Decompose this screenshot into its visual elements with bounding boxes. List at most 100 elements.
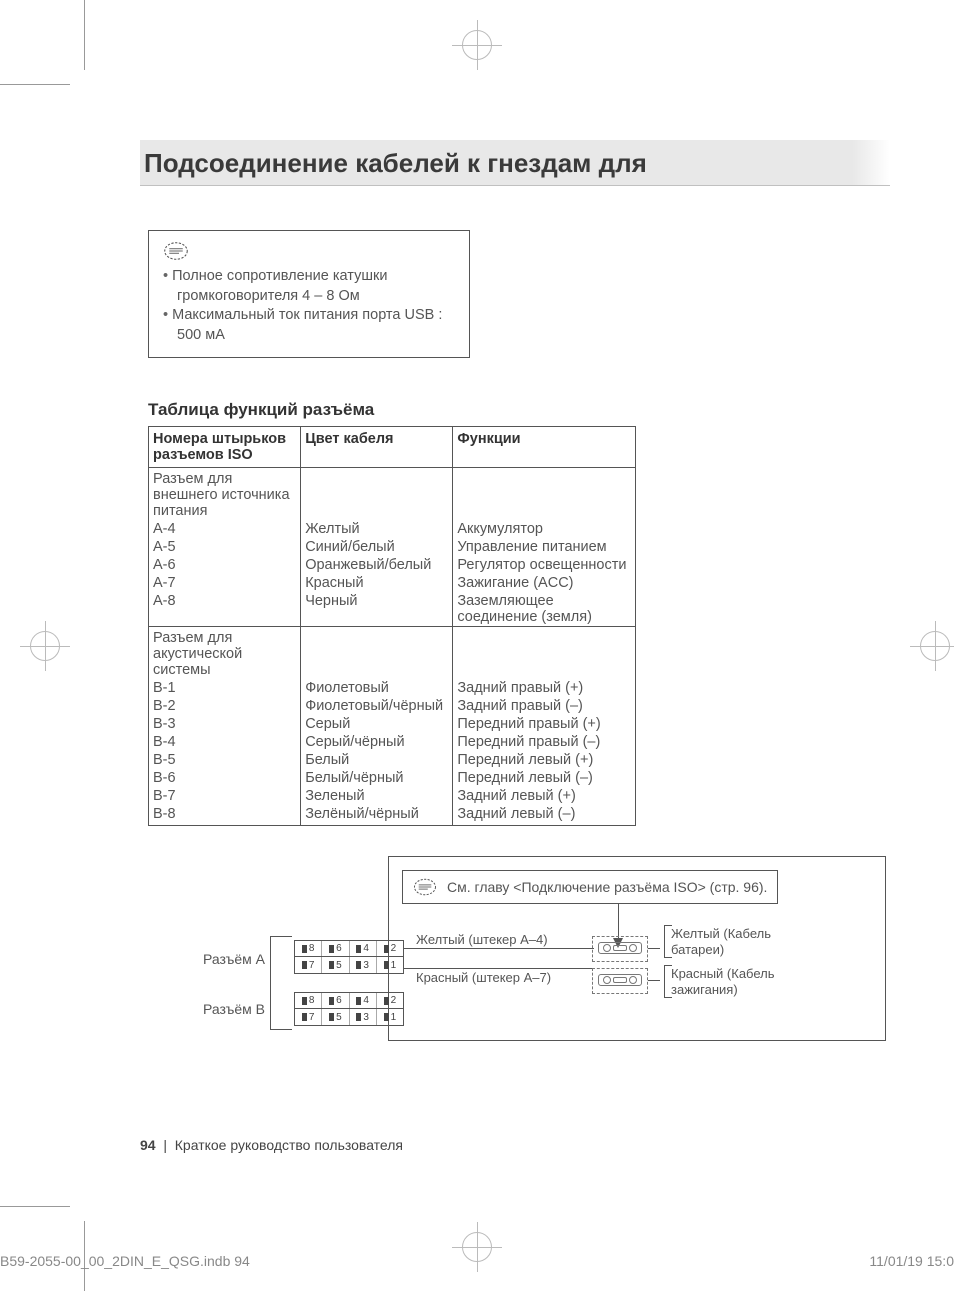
table-cell: B-2 (149, 697, 301, 715)
callout-line (618, 904, 619, 940)
table-cell: Фиолетовый (301, 679, 453, 697)
table-cell: Зелёный/чёрный (301, 805, 453, 826)
table-cell: A-8 (149, 592, 301, 627)
table-section-header: Разъем для акустической системы (149, 627, 636, 680)
table-cell: B-3 (149, 715, 301, 733)
table-cell: A-7 (149, 574, 301, 592)
table-row: A-4ЖелтыйАккумулятор (149, 520, 636, 538)
wire-a4-label: Желтый (штекер A–4) (416, 932, 548, 947)
col-pin: Номера штырьков разъемов ISO (149, 427, 301, 468)
pin-cell: 1 (377, 1009, 403, 1025)
note-icon (411, 877, 439, 897)
table-cell: Передний левый (+) (453, 751, 636, 769)
table-cell: Передний левый (–) (453, 769, 636, 787)
wire-a7-label: Красный (штекер A–7) (416, 970, 551, 985)
table-row: B-8Зелёный/чёрныйЗадний левый (–) (149, 805, 636, 826)
pin-cell: 5 (322, 1009, 349, 1025)
registration-mark (477, 20, 478, 70)
col-func: Функции (453, 427, 636, 468)
table-section-header: Разъем для внешнего источника питания (149, 468, 636, 521)
table-cell: B-8 (149, 805, 301, 826)
pin-cell: 3 (350, 957, 377, 973)
table-row: A-7КрасныйЗажигание (ACC) (149, 574, 636, 592)
table-cell: B-4 (149, 733, 301, 751)
wire (648, 980, 660, 981)
table-cell: Задний правый (–) (453, 697, 636, 715)
slug-filename: B59-2055-00_00_2DIN_E_QSG.indb 94 (0, 1253, 250, 1269)
table-cell: Оранжевый/белый (301, 556, 453, 574)
note-box: Полное сопротивление катушки громкоговор… (148, 230, 470, 358)
table-row: B-7ЗеленыйЗадний левый (+) (149, 787, 636, 805)
page-title: Подсоединение кабелей к гнездам для (140, 148, 890, 179)
crop-mark (0, 84, 70, 85)
registration-mark (935, 621, 936, 671)
table-row: A-8ЧерныйЗаземляющее соединение (земля) (149, 592, 636, 627)
pin-function-table: Номера штырьков разъемов ISO Цвет кабеля… (148, 426, 636, 826)
footer-text: Краткое руководство пользователя (175, 1137, 403, 1153)
pin-cell: 4 (350, 941, 377, 956)
wiring-diagram: См. главу <Подключение разъёма ISO> (стр… (148, 856, 888, 1056)
table-row: B-3СерыйПередний правый (+) (149, 715, 636, 733)
slug-date: 11/01/19 15:0 (869, 1253, 954, 1269)
connector-b-pins: 8 6 4 2 7 5 3 1 (294, 992, 404, 1026)
table-cell: Регулятор освещенности (453, 556, 636, 574)
fuse-icon (598, 974, 642, 986)
wire (648, 948, 660, 949)
table-row: A-6Оранжевый/белыйРегулятор освещенности (149, 556, 636, 574)
pin-cell: 7 (295, 957, 322, 973)
table-header-row: Номера штырьков разъемов ISO Цвет кабеля… (149, 427, 636, 468)
title-bar: Подсоединение кабелей к гнездам для (140, 140, 890, 186)
fuse-icon (598, 942, 642, 954)
table-cell: Черный (301, 592, 453, 627)
section-title: Разъем для внешнего источника питания (149, 468, 301, 521)
table-cell: B-7 (149, 787, 301, 805)
table-cell: Синий/белый (301, 538, 453, 556)
table-cell: Управление питанием (453, 538, 636, 556)
table-cell: Заземляющее соединение (земля) (453, 592, 636, 627)
note-icon (161, 241, 191, 261)
diagram-info-box: См. главу <Подключение разъёма ISO> (стр… (402, 870, 778, 904)
table-cell: B-6 (149, 769, 301, 787)
page-content: Подсоединение кабелей к гнездам для Полн… (140, 140, 890, 1056)
table-row: A-5Синий/белыйУправление питанием (149, 538, 636, 556)
table-cell: Передний правый (+) (453, 715, 636, 733)
table-cell: Серый/чёрный (301, 733, 453, 751)
table-cell: Задний левый (+) (453, 787, 636, 805)
pin-cell: 8 (295, 941, 322, 956)
crop-mark (0, 1206, 70, 1207)
pin-cell: 1 (377, 957, 403, 973)
table-cell: B-5 (149, 751, 301, 769)
registration-mark (910, 646, 954, 647)
wire-a4 (404, 948, 594, 949)
connector-body (270, 936, 292, 1030)
registration-mark (477, 1222, 478, 1272)
table-row: B-5БелыйПередний левый (+) (149, 751, 636, 769)
col-color: Цвет кабеля (301, 427, 453, 468)
out-red-label: Красный (Кабель зажигания) (664, 966, 794, 997)
table-cell: Зажигание (ACC) (453, 574, 636, 592)
table-cell: Аккумулятор (453, 520, 636, 538)
page-number: 94 (140, 1137, 156, 1153)
pin-cell: 3 (350, 1009, 377, 1025)
diagram-info-text: См. главу <Подключение разъёма ISO> (стр… (447, 879, 767, 895)
pin-cell: 2 (377, 993, 403, 1008)
note-item: Максимальный ток питания порта USB : 500… (161, 306, 457, 345)
table-cell: Фиолетовый/чёрный (301, 697, 453, 715)
table-row: B-1ФиолетовыйЗадний правый (+) (149, 679, 636, 697)
table-cell: Задний левый (–) (453, 805, 636, 826)
table-row: B-6Белый/чёрныйПередний левый (–) (149, 769, 636, 787)
table-cell: Белый (301, 751, 453, 769)
table-row: B-4Серый/чёрныйПередний правый (–) (149, 733, 636, 751)
table-cell: B-1 (149, 679, 301, 697)
pin-cell: 8 (295, 993, 322, 1008)
note-list: Полное сопротивление катушки громкоговор… (161, 267, 457, 345)
table-cell: Зеленый (301, 787, 453, 805)
pin-cell: 2 (377, 941, 403, 956)
table-cell: Желтый (301, 520, 453, 538)
connector-a-pins: 8 6 4 2 7 5 3 1 (294, 940, 404, 974)
table-row: B-2Фиолетовый/чёрныйЗадний правый (–) (149, 697, 636, 715)
registration-mark (45, 621, 46, 671)
table-cell: A-5 (149, 538, 301, 556)
table-cell: Белый/чёрный (301, 769, 453, 787)
note-item: Полное сопротивление катушки громкоговор… (161, 267, 457, 306)
